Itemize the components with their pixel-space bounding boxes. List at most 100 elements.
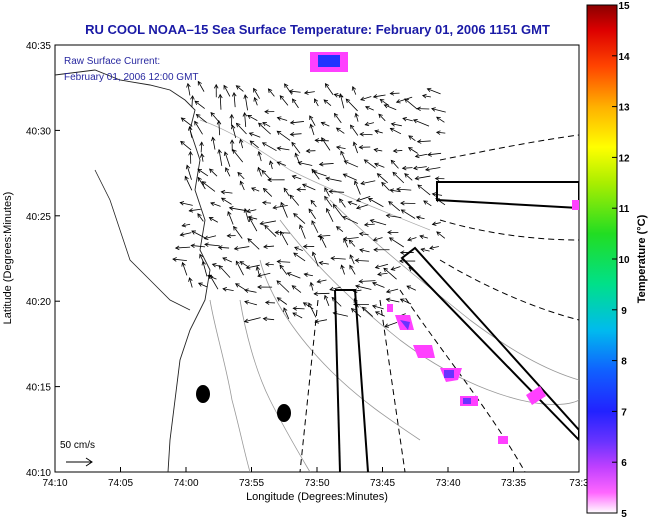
current-vector [392,172,405,184]
current-vector [283,307,290,320]
current-vector-head [347,200,353,206]
current-vector [261,170,272,180]
current-vector [276,130,291,141]
current-vector-head [417,184,422,189]
current-vector-head [253,87,258,93]
current-vector [201,181,216,192]
x-tick-label: 74:10 [42,478,67,489]
current-vector-head [352,288,358,294]
current-vector-head [243,208,249,213]
current-vector-head [435,198,440,203]
current-vector [310,282,314,291]
current-vector [431,108,446,113]
current-vector [244,112,247,127]
current-vector-head [372,94,378,99]
current-vector [222,257,232,263]
current-vector [247,238,260,250]
current-vector [294,246,303,252]
y-axis: 40:35 40:30 40:25 40:20 40:15 40:10 [26,41,60,479]
current-vector [353,289,362,292]
current-vector-head [244,288,249,293]
current-vector [432,222,441,225]
current-vector [375,311,385,317]
current-vector [262,142,277,152]
current-vector [368,198,384,208]
current-vector-head [276,116,282,121]
current-vector-head [226,233,232,239]
current-vector [333,312,349,317]
current-vector [331,257,346,260]
current-vector [359,249,370,253]
current-vector-head [279,264,284,270]
colorbar-tick-label: 7 [621,407,627,418]
current-vector [194,100,205,109]
current-vector [402,167,413,169]
current-vector-head [201,181,207,186]
current-vector [365,122,375,126]
current-vector-head [356,205,361,210]
shoreline-inner [94,169,191,311]
current-vector [249,132,261,138]
current-vector-head [209,168,214,174]
current-vector [200,142,203,153]
current-vector-head [262,316,268,322]
current-vector-head [363,222,369,227]
current-vector [355,259,369,262]
current-vector [351,308,362,318]
buoy-marker [277,404,291,422]
current-vector [325,177,342,182]
current-vector [356,204,369,209]
current-vector-head [263,244,268,249]
current-vector-head [352,141,358,147]
current-vector-head [395,99,401,104]
current-vector-head [289,132,295,137]
current-vector-head [378,113,383,119]
current-vector-head [262,122,267,127]
current-vector [198,282,208,288]
current-vector-head [220,189,226,195]
current-vector-head [345,98,351,104]
current-vector-head [324,83,330,88]
current-vector [419,235,428,239]
current-vector [263,318,275,321]
current-vector [218,149,223,167]
current-vector [373,237,383,241]
current-vector [402,117,413,122]
current-vector [229,207,246,211]
current-vector-head [374,162,379,167]
current-vector [407,237,417,241]
current-vector [263,188,273,197]
current-vector-head [431,192,437,197]
current-vector-head [360,96,365,101]
current-vector [248,216,258,220]
current-vector-head [276,161,282,166]
current-vector-head [324,187,329,192]
current-vector [378,113,386,122]
current-vector-head [293,212,298,218]
current-vector [413,166,427,169]
depth-contour [239,299,311,472]
current-vector [374,130,383,134]
current-vector-head [264,109,269,114]
current-vector-head [235,122,241,128]
current-vector-head [172,257,177,262]
current-vector [319,262,329,265]
current-vector-head [245,265,251,270]
current-vector [396,96,413,103]
current-vector-head [247,115,252,120]
current-vector [356,196,371,202]
current-vector-head [373,247,378,253]
current-vector [262,122,271,128]
current-vector [355,285,372,290]
current-vector [287,272,301,279]
current-vector [341,265,345,275]
current-vector-head [294,246,299,251]
current-vector [298,162,313,166]
current-vector-head [181,222,187,228]
current-vector-head [209,274,214,280]
current-vector [218,265,231,278]
colorbar-tick-label: 12 [618,153,630,164]
current-vector-head [400,209,406,214]
current-vector-head [427,152,432,157]
current-vector [210,202,221,207]
